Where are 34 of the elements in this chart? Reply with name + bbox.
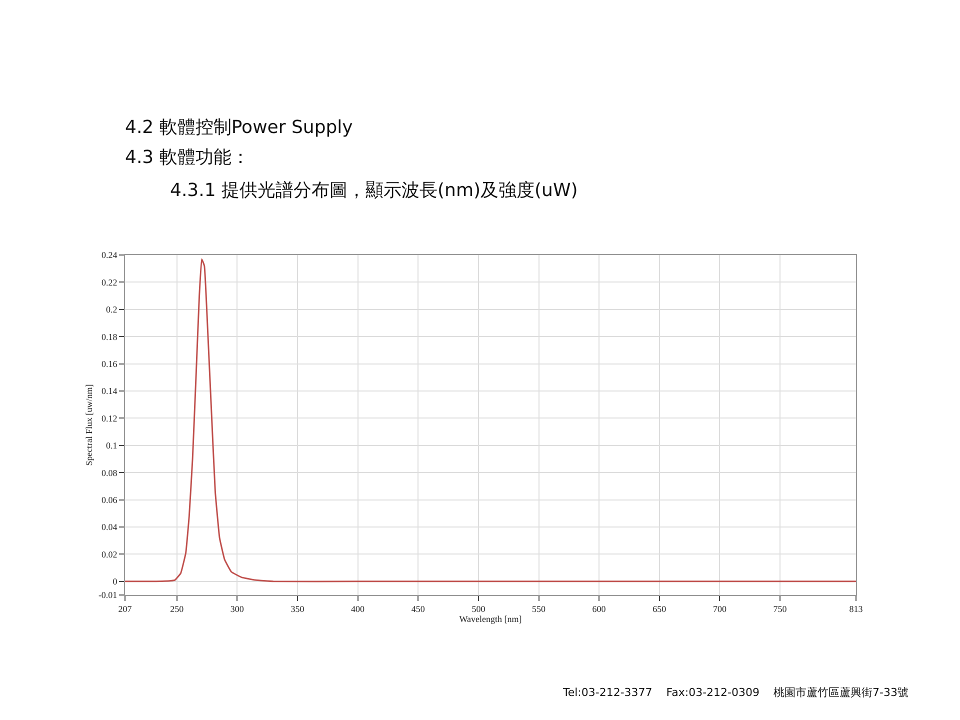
x-tick-label: 300 (230, 604, 244, 614)
x-axis-title: Wavelength [nm] (459, 614, 522, 624)
y-tick-label: 0.22 (101, 277, 118, 288)
x-tick-label: 750 (773, 604, 788, 614)
y-tick-label: 0.18 (101, 332, 118, 342)
x-tick-label: 250 (170, 604, 184, 614)
x-tick-label: 550 (532, 604, 546, 614)
y-tick-label: 0.16 (101, 358, 118, 369)
x-tick-label: 207 (118, 604, 132, 614)
y-tick-label: 0.02 (101, 549, 118, 560)
x-tick-label: 650 (652, 604, 667, 614)
y-tick-label: 0.1 (106, 440, 118, 451)
x-tick-label: 600 (592, 604, 606, 614)
y-tick-label: 0.06 (101, 494, 118, 505)
y-tick-label: 0.24 (101, 250, 118, 260)
y-tick-label: 0 (112, 576, 118, 587)
x-tick-label: 350 (290, 604, 305, 614)
chart-subtitle: 4.3 軟體功能： (125, 147, 250, 168)
text: 4.3.1 提供光譜分布圖，顯示波長(nm)及強度(uW) (170, 180, 578, 201)
chart-title: 4.2 軟體控制Power Supply (125, 117, 354, 138)
x-tick-label: 700 (712, 604, 727, 614)
y-tick-label: 0.12 (101, 413, 118, 424)
y-tick-label: 0.14 (101, 386, 118, 396)
y-tick-label: 0.2 (106, 304, 118, 315)
line-series (125, 258, 856, 582)
y-tick-label: 0.04 (101, 522, 118, 532)
text: Tel:03-212-3377 Fax:03-212-0309 桃園市蘆竹區蘆興街7-33號 (562, 686, 908, 699)
x-tick-label: 450 (411, 604, 426, 614)
y-tick-label: 0.08 (101, 468, 118, 478)
x-tick-label: 813 (849, 604, 864, 614)
y-axis-title: Spectral Flux [uw/nm] (84, 384, 94, 466)
x-tick-label: 400 (351, 604, 366, 614)
x-tick-label: 500 (472, 604, 486, 614)
y-tick-label: -0.01 (98, 590, 118, 600)
